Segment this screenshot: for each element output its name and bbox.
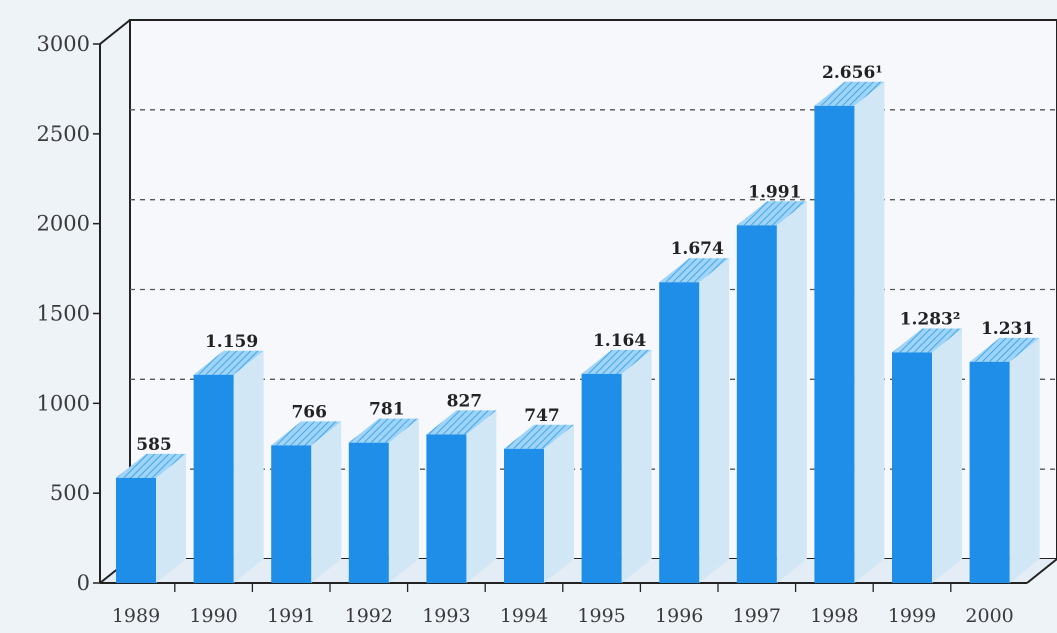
x-tick-label-1989: 1989	[112, 605, 160, 627]
data-label-1992: 781	[369, 400, 405, 420]
bar-side-1989	[156, 453, 186, 583]
bar-1996	[659, 282, 700, 583]
bar-1995	[581, 373, 622, 583]
bar-top-1995	[581, 349, 652, 374]
bar-1990	[193, 374, 234, 583]
data-label-1998: 2.656¹	[822, 63, 883, 83]
bar-side-1990	[233, 350, 264, 583]
data-label-1997: 1.991	[748, 182, 801, 202]
bar-top-1992	[348, 418, 419, 443]
data-label-1995: 1.164	[593, 331, 646, 351]
bar-top-1999	[892, 328, 962, 353]
axes: 0 500 1000 1500 2000 2500 3000 1989 1990 1991 1992…	[37, 19, 1057, 627]
bar-1999	[892, 352, 932, 583]
y-tick-label-2000: 2000	[37, 212, 90, 236]
x-tick-label-1998: 1998	[810, 605, 858, 627]
data-label-1994: 747	[524, 406, 560, 426]
bar-2000	[969, 361, 1010, 583]
x-tick-label-2000: 2000	[965, 605, 1013, 627]
bar-top-1991	[271, 421, 342, 446]
bar-top-1994	[504, 424, 574, 449]
y-tick-label-2500: 2500	[37, 122, 90, 146]
data-label-1989: 585	[136, 435, 172, 455]
data-label-1990: 1.159	[205, 332, 258, 352]
bar-1997	[736, 225, 777, 583]
x-tick-label-1999: 1999	[888, 605, 936, 627]
bar-side-1995	[621, 349, 652, 583]
x-tick-label-1990: 1990	[189, 605, 237, 627]
bar-1993	[426, 434, 467, 583]
bar-1991	[271, 445, 312, 583]
bars	[116, 81, 1040, 584]
bar-top-1990	[193, 350, 264, 375]
x-tick-label-1992: 1992	[345, 605, 393, 627]
x-tick-label-1994: 1994	[500, 605, 548, 627]
bar-side-1993	[466, 410, 497, 583]
data-label-1999: 1.283²	[900, 309, 961, 329]
bar-side-1998	[854, 81, 885, 584]
bar-top-1996	[659, 258, 730, 283]
x-tick-label-1995: 1995	[577, 605, 625, 627]
bar-top-1998	[814, 81, 885, 106]
bar-1989	[116, 477, 156, 583]
bar-side-1994	[544, 424, 574, 583]
y-axis-top-edge	[99, 19, 131, 45]
bar-top-1993	[426, 410, 497, 435]
x-tick-label-1991: 1991	[267, 605, 315, 627]
bar-side-1996	[699, 258, 730, 583]
bar-top-1989	[116, 453, 186, 478]
bar-side-1992	[388, 418, 419, 583]
y-tick-label-500: 500	[50, 481, 90, 505]
bar-1994	[504, 448, 544, 583]
x-tick-label-1997: 1997	[733, 605, 781, 627]
x-tick-label-1993: 1993	[422, 605, 470, 627]
x-tick-label-1996: 1996	[655, 605, 703, 627]
x-axis-right-edge	[1026, 558, 1057, 584]
data-labels: 585 1.159 766 781 827 747 1.164 1.674 1.991 2.656…	[136, 63, 1034, 455]
data-label-1993: 827	[447, 391, 483, 411]
y-tick-label-1000: 1000	[37, 391, 90, 415]
y-tick-label-3000: 3000	[37, 32, 90, 56]
bar-1998	[814, 105, 855, 584]
bar-top-2000	[969, 337, 1040, 362]
y-tick-label-1500: 1500	[37, 302, 90, 326]
data-label-2000: 1.231	[981, 319, 1034, 339]
bar-side-1999	[932, 328, 962, 583]
bar-side-1997	[776, 201, 807, 583]
bar-side-2000	[1009, 337, 1040, 583]
data-label-1991: 766	[291, 402, 327, 422]
data-label-1996: 1.674	[671, 239, 724, 259]
bar-top-1997	[736, 201, 807, 226]
y-tick-label-0: 0	[77, 571, 90, 595]
bar-1992	[348, 442, 389, 583]
bar-side-1991	[311, 421, 342, 583]
